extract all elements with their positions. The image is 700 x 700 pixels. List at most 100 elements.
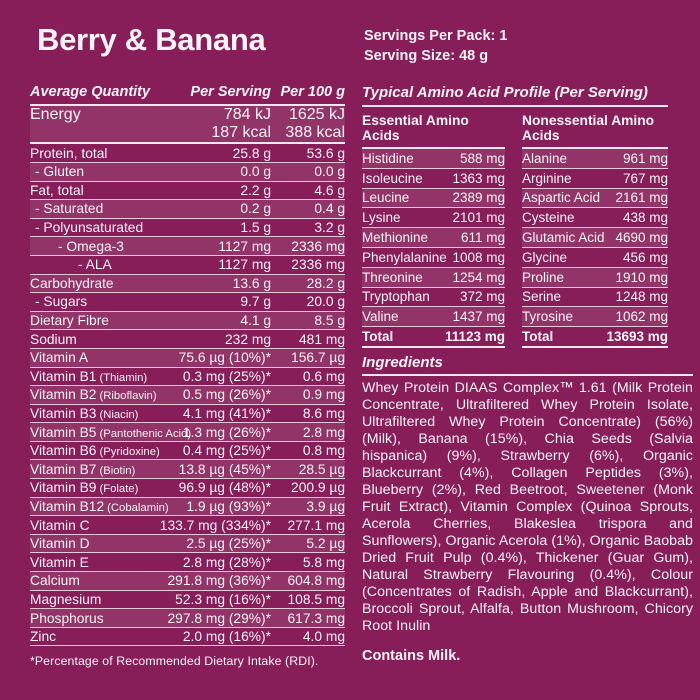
row-per-serving: 2.2 g bbox=[240, 182, 271, 198]
table-row: Vitamin B1 (Thiamin) 0.3 mg (25%)* 0.6 mg bbox=[30, 368, 345, 387]
table-row: Fat, total 2.2 g 4.6 g bbox=[30, 182, 345, 201]
row-label: Magnesium bbox=[30, 592, 153, 607]
row-per-100g: 156.7 µg bbox=[291, 350, 345, 366]
amino-name: Cysteine bbox=[522, 210, 575, 226]
amino-name: Proline bbox=[522, 269, 565, 285]
row-per-100g: 2.8 mg bbox=[302, 424, 345, 440]
row-sublabel-text: (Pyridoxine) bbox=[99, 446, 160, 459]
energy-values: 784 kJ 1625 kJ 187 kcal 388 kcal bbox=[153, 106, 345, 142]
table-row: Dietary Fibre 4.1 g 8.5 g bbox=[30, 311, 345, 331]
header-average-quantity: Average Quantity bbox=[30, 84, 151, 100]
row-per-serving: 9.7 g bbox=[240, 294, 271, 310]
row-per-serving: 1.3 mg (26%)* bbox=[182, 424, 271, 440]
ingredients-text: Whey Protein DIAAS Complex™ 1.61 (Milk P… bbox=[362, 379, 693, 634]
amino-value: 1437 mg bbox=[452, 309, 505, 325]
row-per-100g: 53.6 g bbox=[306, 145, 345, 161]
row-label: Dietary Fibre bbox=[30, 313, 153, 328]
row-per-serving: 291.8 mg (36%)* bbox=[167, 573, 271, 589]
amino-value: 13693 mg bbox=[606, 329, 668, 345]
nonessential-amino-header: Nonessential Amino Acids bbox=[522, 111, 668, 149]
row-label-text: - Sugars bbox=[35, 294, 88, 310]
row-per-serving: 0.4 mg (25%)* bbox=[182, 443, 271, 459]
amino-row: Histidine 588 mg bbox=[362, 149, 505, 169]
row-label-text: Vitamin A bbox=[30, 350, 89, 366]
row-per-100g: 481 mg bbox=[298, 331, 345, 347]
row-per-serving: 52.3 mg (16%)* bbox=[175, 591, 271, 607]
table-row: Calcium 291.8 mg (36%)* 604.8 mg bbox=[30, 572, 345, 591]
table-row: Vitamin B5 (Pantothenic Acid) 1.3 mg (26%)… bbox=[30, 423, 345, 442]
table-row: Vitamin B9 (Folate) 96.9 µg (48%)* 200.9 µg bbox=[30, 479, 345, 498]
nutrition-table: Average Quantity Per Serving Per 100 g E… bbox=[30, 84, 345, 668]
row-sublabel-text: (Pantothenic Acid) bbox=[99, 427, 192, 440]
row-label-text: Vitamin B2 bbox=[30, 387, 97, 403]
amino-value: 1910 mg bbox=[615, 269, 668, 285]
row-label: Vitamin B12 (Cobalamin) bbox=[30, 499, 169, 514]
row-per-serving: 0.2 g bbox=[240, 201, 271, 217]
amino-row: Cysteine 438 mg bbox=[522, 208, 668, 229]
amino-name: Leucine bbox=[362, 190, 410, 206]
row-per-100g: 8.5 g bbox=[314, 313, 345, 329]
amino-value: 961 mg bbox=[622, 150, 668, 166]
table-row: - Omega-3 1127 mg 2336 mg bbox=[30, 237, 345, 256]
row-per-serving: 96.9 µg (48%)* bbox=[178, 480, 271, 496]
amino-row: Lysine 2101 mg bbox=[362, 208, 505, 229]
row-per-serving: 13.6 g bbox=[232, 275, 271, 291]
row-label-text: Phosphorus bbox=[30, 610, 104, 626]
page-title: Berry & Banana bbox=[37, 22, 266, 57]
energy-kj-per-serving: 784 kJ bbox=[223, 106, 271, 124]
table-row: Magnesium 52.3 mg (16%)* 108.5 mg bbox=[30, 591, 345, 610]
table-row: Vitamin D 2.5 µg (25%)* 5.2 µg bbox=[30, 534, 345, 554]
amino-row: Valine 1437 mg bbox=[362, 307, 505, 328]
amino-name: Total bbox=[522, 329, 554, 345]
row-label: Vitamin B2 (Riboflavin) bbox=[30, 387, 157, 403]
row-per-100g: 277.1 mg bbox=[287, 517, 345, 533]
table-row: Phosphorus 297.8 mg (29%)* 617.3 mg bbox=[30, 609, 345, 628]
row-per-100g: 8.6 mg bbox=[302, 405, 345, 421]
table-row: - Saturated 0.2 g 0.4 g bbox=[30, 200, 345, 219]
row-label: Calcium bbox=[30, 573, 153, 588]
nonessential-amino-table: Nonessential Amino Acids Alanine 961 mg Ar… bbox=[522, 111, 668, 348]
amino-name: Isoleucine bbox=[362, 170, 423, 186]
row-label-text: Vitamin B7 bbox=[30, 461, 97, 477]
row-per-100g: 28.5 µg bbox=[298, 461, 345, 477]
row-per-100g: 4.0 mg bbox=[302, 629, 345, 645]
row-label-text: - ALA bbox=[78, 257, 112, 273]
row-label-text: Carbohydrate bbox=[30, 275, 114, 291]
row-label: Vitamin D bbox=[30, 536, 153, 551]
amino-row: Isoleucine 1363 mg bbox=[362, 169, 505, 189]
row-label: Vitamin A bbox=[30, 350, 153, 365]
row-label: Vitamin B9 (Folate) bbox=[30, 480, 153, 495]
row-label: - Omega-3 bbox=[30, 239, 153, 254]
essential-amino-header: Essential Amino Acids bbox=[362, 111, 505, 149]
row-per-100g: 617.3 mg bbox=[287, 610, 345, 626]
table-row: - Gluten 0.0 g 0.0 g bbox=[30, 162, 345, 182]
row-label-text: Magnesium bbox=[30, 591, 102, 607]
amino-value: 2161 mg bbox=[615, 190, 668, 206]
row-per-100g: 5.2 µg bbox=[306, 536, 345, 552]
amino-row: Arginine 767 mg bbox=[522, 169, 668, 189]
row-label: Carbohydrate bbox=[30, 276, 153, 291]
amino-name: Valine bbox=[362, 309, 399, 325]
energy-kj-per-100g: 1625 kJ bbox=[288, 106, 345, 124]
table-row: Vitamin B2 (Riboflavin) 0.5 mg (26%)* 0.9 m… bbox=[30, 386, 345, 405]
serving-info: Servings Per Pack: 1 Serving Size: 48 g bbox=[364, 26, 507, 66]
amino-total-row: Total 13693 mg bbox=[522, 327, 668, 348]
row-per-serving: 133.7 mg (334%)* bbox=[159, 517, 271, 533]
amino-value: 1248 mg bbox=[615, 289, 668, 305]
amino-name: Tryptophan bbox=[362, 289, 430, 305]
contains-milk: Contains Milk. bbox=[362, 647, 461, 664]
table-row: Zinc 2.0 mg (16%)* 4.0 mg bbox=[30, 628, 345, 647]
row-label: - Polyunsaturated bbox=[30, 220, 153, 235]
row-label: - Saturated bbox=[30, 201, 153, 216]
row-per-100g: 200.9 µg bbox=[291, 480, 345, 496]
row-per-serving: 0.0 g bbox=[240, 164, 271, 180]
amino-value: 1062 mg bbox=[615, 309, 668, 325]
row-label-text: Vitamin B3 bbox=[30, 405, 97, 421]
row-label: - ALA bbox=[30, 257, 153, 272]
amino-name: Lysine bbox=[362, 210, 401, 226]
amino-name: Serine bbox=[522, 289, 562, 305]
amino-row: Alanine 961 mg bbox=[522, 149, 668, 169]
row-label: - Sugars bbox=[30, 294, 153, 309]
row-per-100g: 0.6 mg bbox=[302, 368, 345, 384]
table-row: Sodium 232 mg 481 mg bbox=[30, 330, 345, 349]
